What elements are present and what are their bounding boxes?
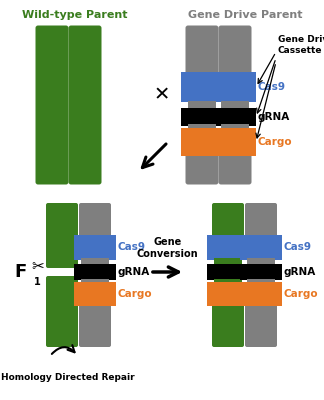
Bar <box>181 108 223 126</box>
Bar <box>240 282 282 306</box>
FancyBboxPatch shape <box>79 203 111 240</box>
Text: Gene Drive
Cassette: Gene Drive Cassette <box>278 35 324 55</box>
Bar <box>207 234 249 260</box>
Text: Cas9: Cas9 <box>284 242 312 252</box>
FancyBboxPatch shape <box>68 26 101 184</box>
Bar <box>214 108 256 126</box>
FancyBboxPatch shape <box>79 304 111 347</box>
Bar <box>207 264 249 280</box>
Bar <box>207 282 249 306</box>
Text: gRNA: gRNA <box>284 267 316 277</box>
Bar <box>181 72 223 102</box>
Bar <box>74 282 116 306</box>
Bar <box>81 279 109 289</box>
Text: 1: 1 <box>34 277 41 287</box>
Bar <box>74 234 116 260</box>
Bar <box>214 128 256 156</box>
Text: ✕: ✕ <box>154 86 170 104</box>
Text: Cas9: Cas9 <box>118 242 146 252</box>
FancyBboxPatch shape <box>186 154 218 184</box>
Bar <box>74 264 116 280</box>
FancyBboxPatch shape <box>46 203 78 268</box>
Text: Cargo: Cargo <box>258 137 293 147</box>
Text: Cas9: Cas9 <box>258 82 286 92</box>
Bar <box>247 279 275 289</box>
FancyBboxPatch shape <box>46 276 78 347</box>
FancyBboxPatch shape <box>218 26 251 74</box>
Bar <box>214 258 242 268</box>
Bar <box>214 279 242 289</box>
FancyBboxPatch shape <box>36 26 68 184</box>
Text: gRNA: gRNA <box>118 267 150 277</box>
Text: Gene Drive Parent: Gene Drive Parent <box>188 10 302 20</box>
Bar <box>181 128 223 156</box>
Bar <box>240 234 282 260</box>
Bar <box>188 101 216 113</box>
Bar <box>221 124 249 136</box>
FancyBboxPatch shape <box>218 154 251 184</box>
FancyBboxPatch shape <box>245 203 277 240</box>
Text: Homology Directed Repair: Homology Directed Repair <box>1 374 135 382</box>
Text: Gene
Conversion: Gene Conversion <box>137 237 198 259</box>
FancyBboxPatch shape <box>212 203 244 240</box>
Bar <box>81 258 109 268</box>
Text: gRNA: gRNA <box>258 112 290 122</box>
FancyBboxPatch shape <box>245 304 277 347</box>
FancyBboxPatch shape <box>212 304 244 347</box>
Bar <box>188 124 216 136</box>
Bar <box>247 258 275 268</box>
FancyBboxPatch shape <box>186 26 218 74</box>
Bar <box>240 264 282 280</box>
Text: Wild-type Parent: Wild-type Parent <box>22 10 128 20</box>
Text: Cargo: Cargo <box>284 289 318 299</box>
Text: ✂: ✂ <box>32 260 44 274</box>
Text: Cargo: Cargo <box>118 289 153 299</box>
Text: F: F <box>14 263 26 281</box>
Bar <box>221 101 249 113</box>
Bar <box>214 72 256 102</box>
